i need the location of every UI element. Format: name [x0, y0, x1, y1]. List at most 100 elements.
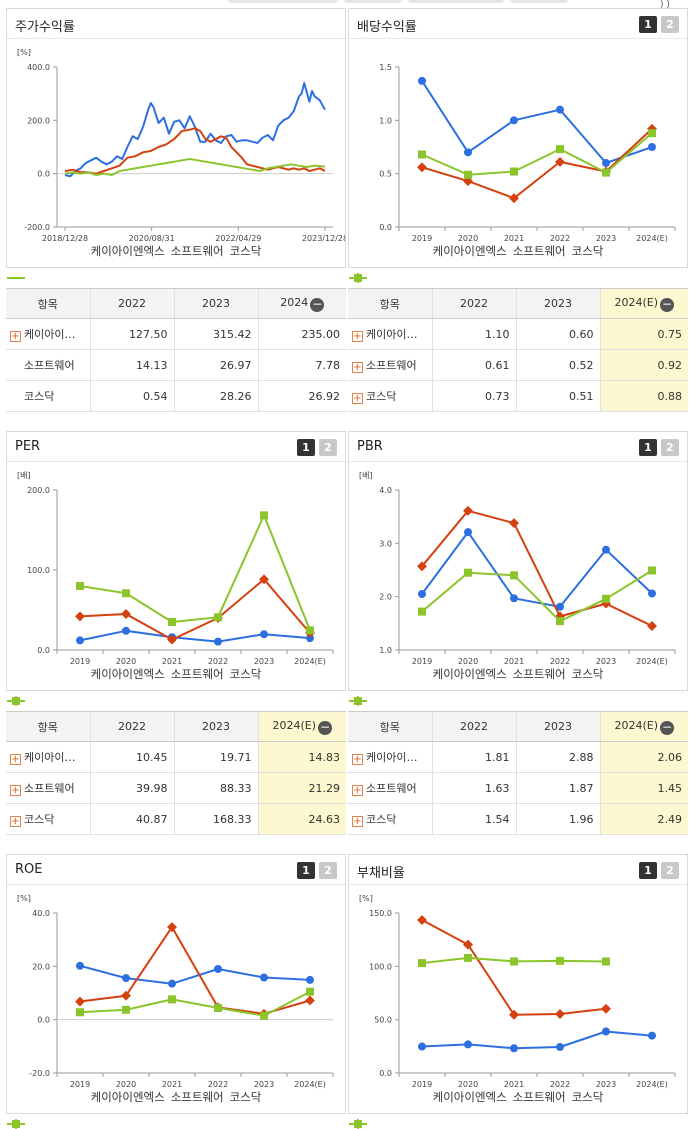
value-cell: 21.29	[257, 772, 346, 804]
row-label-cell: + 코스닥	[6, 803, 90, 835]
page-2-button[interactable]: 2	[661, 439, 679, 456]
panel-pbr: PBR 1 2 [배] 4.0 3.0 2.0 1.0 2019 2020 2021 2022 2…	[348, 431, 688, 706]
legend-item[interactable]: 소프트웨어	[349, 243, 566, 283]
column-header: 2023	[173, 288, 258, 319]
legend-symbol-icon	[349, 274, 367, 282]
data-point-square	[556, 956, 564, 965]
collapse-icon[interactable]: −	[660, 296, 675, 312]
chart-legend: 케이아이엔엑스 소프트웨어 코스닥	[7, 1089, 345, 1129]
expand-icon[interactable]: +	[10, 785, 21, 796]
column-header-label: 2022	[118, 297, 146, 310]
series-line-1	[421, 128, 653, 200]
legend-item[interactable]: 케이아이엔엑스	[349, 243, 507, 282]
column-header-label: 2024	[280, 295, 309, 309]
row-label: 소프트웨어	[366, 359, 417, 372]
expand-icon[interactable]: +	[10, 816, 21, 827]
legend-item[interactable]: 코스닥	[349, 243, 603, 282]
x-tick-label: 2021	[504, 234, 524, 243]
table-header-row: 항목 2022 2023 2024(E) −	[348, 711, 688, 742]
expand-icon[interactable]: +	[10, 331, 21, 342]
expand-icon[interactable]: +	[352, 393, 363, 404]
page-1-button[interactable]: 1	[297, 439, 315, 456]
tab-remnant[interactable]	[408, 0, 504, 3]
column-header-label: 2022	[460, 297, 488, 310]
chart-header: 배당수익률 1 2	[349, 9, 687, 39]
value-cell: 28.26	[173, 380, 258, 412]
row-label: 코스닥	[366, 813, 397, 826]
legend-item[interactable]: 케이아이엔엑스	[349, 666, 507, 705]
legend-item[interactable]: 케이아이엔엑스	[7, 243, 165, 279]
page-1-button[interactable]: 1	[639, 862, 657, 879]
column-header-label: 2022	[460, 720, 488, 733]
row-label: 코스닥	[366, 390, 397, 403]
chart-title: 배당수익률	[357, 20, 417, 35]
data-point-square	[648, 129, 656, 138]
legend-item[interactable]: 소프트웨어	[349, 666, 566, 706]
tab-remnant[interactable]	[344, 0, 402, 3]
x-tick-label: 2020/08/31	[129, 234, 175, 243]
legend-item[interactable]: 케이아이엔엑스	[349, 1089, 507, 1128]
legend-item[interactable]: 케이아이엔엑스	[7, 1089, 165, 1128]
collapse-icon[interactable]: −	[310, 296, 325, 312]
legend-label: 소프트웨어	[512, 244, 566, 258]
page-1-button[interactable]: 1	[639, 439, 657, 456]
page-1-button[interactable]: 1	[639, 16, 657, 33]
column-header: 항목	[348, 288, 432, 319]
y-tick-label: 3.0	[379, 539, 392, 548]
stock-return-table: 항목 2022 2023 2024− + 케이아이… 127.50 315.42 235.00 소…	[6, 288, 346, 412]
x-tick-label: 2023	[596, 657, 616, 666]
x-tick-label: 2022	[208, 657, 228, 666]
expand-icon[interactable]: +	[352, 331, 363, 342]
x-tick-label: 2019	[412, 1080, 432, 1089]
legend-item[interactable]: 코스닥	[7, 1089, 261, 1128]
legend-item[interactable]: 케이아이엔엑스	[7, 666, 165, 705]
column-header-label: 2024(E)	[614, 718, 659, 732]
expand-icon[interactable]: +	[352, 816, 363, 827]
column-header: 2023	[515, 288, 600, 319]
value-cell: 7.78	[257, 349, 346, 381]
collapse-icon[interactable]: −	[318, 719, 333, 735]
x-tick-label: 2022/04/29	[215, 234, 261, 243]
data-point-circle	[648, 1031, 656, 1040]
page-2-button[interactable]: 2	[319, 862, 337, 879]
x-tick-label: 2019	[70, 657, 90, 666]
legend-symbol-icon	[7, 697, 25, 705]
legend-item[interactable]: 코스닥	[7, 243, 261, 279]
data-point-diamond	[601, 1003, 611, 1014]
page-2-button[interactable]: 2	[661, 16, 679, 33]
expand-icon[interactable]: +	[352, 754, 363, 765]
legend-item[interactable]: 소프트웨어	[7, 666, 224, 706]
legend-item[interactable]: 소프트웨어	[7, 1089, 224, 1129]
page-1-button[interactable]: 1	[297, 862, 315, 879]
collapse-icon[interactable]: −	[660, 719, 675, 735]
pbr-table: 항목 2022 2023 2024(E) − + 케이아이… 1.81 2.88 2.06 + 소프트…	[348, 711, 688, 835]
column-header: 2024(E) −	[257, 711, 346, 742]
column-header: 항목	[6, 288, 90, 319]
legend-item[interactable]: 코스닥	[7, 666, 261, 705]
column-header: 2022	[89, 711, 174, 742]
table-row: 코스닥 0.54 28.26 26.92	[6, 380, 346, 412]
x-tick-label: 2024(E)	[294, 657, 326, 666]
legend-item[interactable]: 코스닥	[349, 1089, 603, 1128]
series-line-0	[421, 531, 653, 608]
per-table: 항목 2022 2023 2024(E) − + 케이아이… 10.45 19.71 14.83 +…	[6, 711, 346, 835]
row-label: 코스닥	[24, 813, 55, 826]
legend-item[interactable]: 소프트웨어	[349, 1089, 566, 1129]
legend-item[interactable]: 코스닥	[349, 666, 603, 705]
legend-item[interactable]: 소프트웨어	[7, 243, 224, 279]
column-header-label: 2024(E)	[614, 295, 659, 309]
expand-icon[interactable]: +	[352, 362, 363, 373]
data-point-square	[122, 1005, 130, 1014]
tab-remnant[interactable]	[510, 0, 568, 3]
expand-icon[interactable]: +	[352, 785, 363, 796]
page-2-button[interactable]: 2	[319, 439, 337, 456]
data-point-diamond	[509, 193, 519, 204]
expand-icon[interactable]: +	[10, 754, 21, 765]
row-label-cell: + 소프트웨어	[348, 349, 432, 381]
x-tick-label: 2021	[162, 657, 182, 666]
tab-remnant[interactable]	[228, 0, 338, 3]
data-point-circle	[214, 965, 222, 973]
page-2-button[interactable]: 2	[661, 862, 679, 879]
chart-header: PER 1 2	[7, 432, 345, 462]
value-cell: 24.63	[257, 803, 346, 835]
